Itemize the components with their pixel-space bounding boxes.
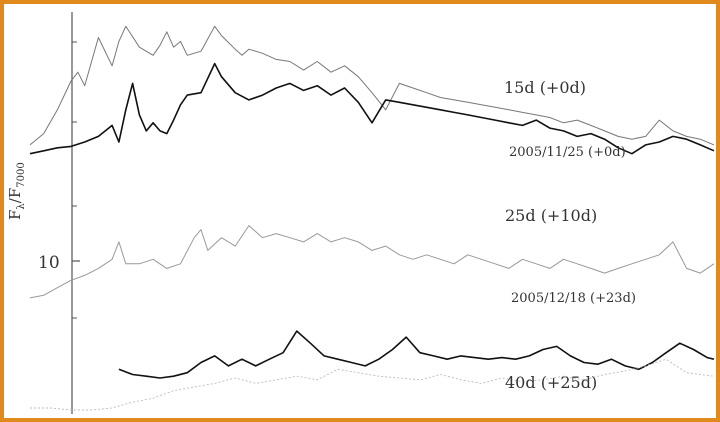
series-line-5 — [30, 358, 715, 411]
y-tick-label-10: 10 — [38, 253, 60, 273]
series-label-2005-11-25: 2005/11/25 (+0d) — [509, 145, 626, 160]
series-label-25d: 25d (+10d) — [505, 206, 597, 225]
series-line-1 — [29, 25, 715, 146]
series-label-2005-12-18: 2005/12/18 (+23d) — [511, 291, 636, 306]
series-line-3 — [29, 225, 715, 299]
series-label-40d: 40d (+25d) — [505, 373, 597, 392]
series-line-4 — [118, 330, 715, 379]
series-line-2 — [29, 62, 715, 155]
series-label-15d: 15d (+0d) — [504, 78, 586, 97]
y-axis-label: Fλ/F7000 — [6, 162, 27, 220]
